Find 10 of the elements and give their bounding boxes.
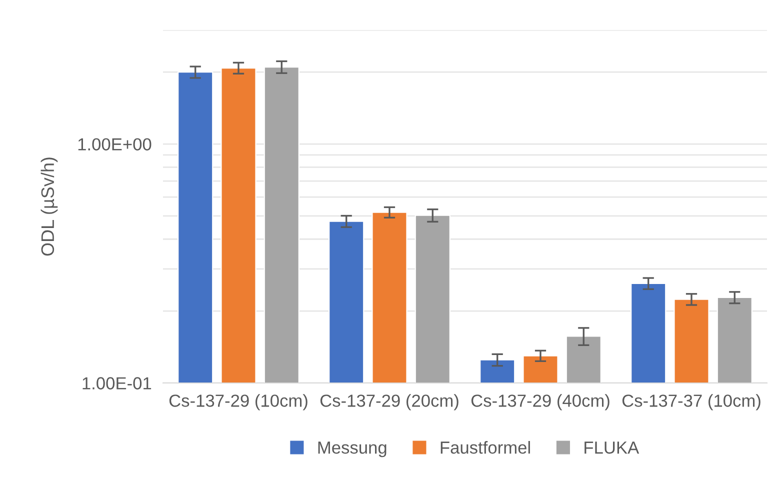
y-axis-title: ODL (µSv/h) (40, 158, 58, 256)
legend-label: Faustformel (440, 440, 530, 454)
y-tick-label: 1.00E+00 (78, 138, 152, 150)
x-tick-label: Cs-137-29 (20cm) (320, 394, 458, 410)
legend-label: Messung (318, 442, 386, 458)
x-tick-label: Cs-137-29 (10cm) (169, 394, 308, 410)
x-tick-label: Cs-137-37 (10cm) (622, 394, 760, 410)
x-tick-label: Cs-137-29 (40cm) (471, 394, 610, 410)
legend-label: FLUKA (584, 442, 640, 454)
y-tick-label: 1.00E-01 (82, 377, 152, 390)
